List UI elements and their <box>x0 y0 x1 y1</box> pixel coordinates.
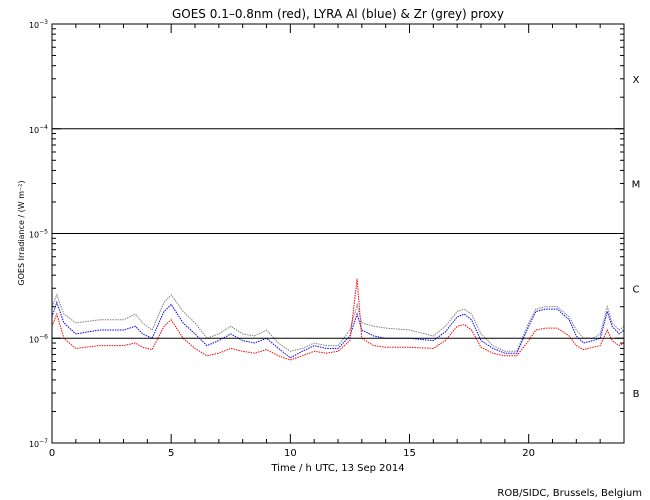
series-line-2 <box>51 278 625 361</box>
x-axis-label: Time / h UTC, 13 Sep 2014 <box>270 463 404 474</box>
series-line-1 <box>51 300 625 359</box>
y-tick-label: 10−6 <box>29 333 48 344</box>
series-line-0 <box>51 293 625 352</box>
x-tick-label: 20 <box>522 448 535 459</box>
x-tick-label: 10 <box>284 448 297 459</box>
x-tick-label: 5 <box>168 448 174 459</box>
y-tick-label: 10−3 <box>29 19 48 30</box>
x-tick-label: 0 <box>49 448 55 459</box>
chart-title: GOES 0.1–0.8nm (red), LYRA Al (blue) & Z… <box>172 7 504 21</box>
y-axis-label: GOES Irradiance / (W m⁻²) <box>17 180 26 285</box>
footer-credit: ROB/SIDC, Brussels, Belgium <box>497 488 642 499</box>
class-label-x: X <box>633 75 640 86</box>
x-tick-label: 15 <box>403 448 416 459</box>
class-label-m: M <box>632 180 641 191</box>
plot-area: 0 5 10 15 20 10−7 10−6 10−5 10−4 10−3 X M C B <box>29 19 640 459</box>
class-label-c: C <box>633 284 640 295</box>
y-tick-label: 10−5 <box>29 229 48 240</box>
y-tick-label: 10−7 <box>29 438 48 449</box>
class-label-b: B <box>633 389 640 400</box>
y-tick-label: 10−4 <box>29 124 48 135</box>
